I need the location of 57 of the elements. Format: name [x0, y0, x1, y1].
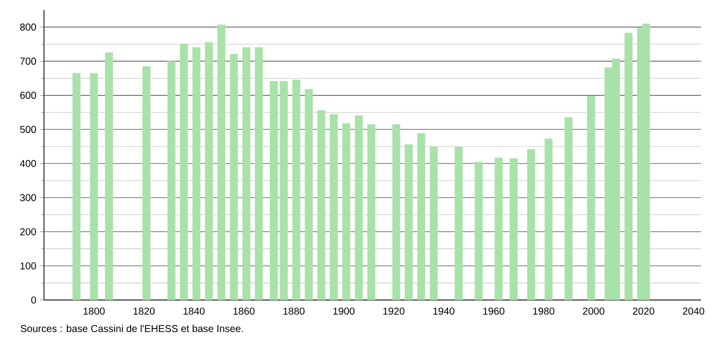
x-tick-label: 1880	[283, 308, 305, 315]
bar	[242, 47, 250, 300]
y-tick-label: 600	[20, 92, 36, 99]
bar	[72, 73, 80, 300]
bar	[404, 144, 413, 300]
bar	[217, 24, 226, 300]
x-tick-label: 1960	[483, 308, 504, 315]
bar	[510, 158, 518, 300]
bar	[204, 42, 213, 300]
x-tick-label: 2000	[582, 308, 604, 315]
y-tick-label: 800	[20, 24, 36, 31]
bar	[454, 146, 463, 300]
bar	[280, 80, 288, 300]
bar	[624, 32, 633, 300]
x-tick-label: 1800	[84, 308, 105, 315]
y-tick-label: 500	[20, 126, 36, 133]
x-tick-label: 1860	[233, 308, 255, 315]
bar	[104, 52, 113, 300]
bar	[354, 115, 363, 300]
bar	[342, 123, 350, 300]
y-tick-label: 200	[20, 228, 36, 236]
x-tick-label: 1920	[383, 308, 404, 315]
bar	[430, 146, 438, 300]
bar	[230, 54, 238, 300]
bar	[544, 138, 553, 300]
bar	[527, 149, 536, 300]
bar	[564, 117, 573, 300]
x-tick-label: 2040	[682, 308, 704, 315]
y-tick-label: 0	[31, 296, 36, 304]
y-tick-label: 300	[20, 194, 36, 202]
bar	[304, 89, 313, 300]
bar	[270, 80, 278, 300]
x-tick-label: 1940	[433, 308, 454, 315]
x-tick-label: 1900	[333, 308, 354, 315]
source-note: Sources : base Cassini de l'EHESS et base Insee.	[20, 324, 243, 332]
x-tick-label: 1820	[134, 308, 155, 315]
x-tick-label: 2020	[632, 308, 654, 315]
bar	[142, 66, 150, 300]
bar	[587, 96, 596, 300]
x-tick-label: 1980	[533, 308, 554, 315]
bar	[392, 124, 400, 300]
bar	[474, 162, 483, 300]
y-tick-label: 400	[20, 160, 36, 168]
bar	[367, 124, 376, 300]
x-tick-label: 1840	[184, 308, 205, 315]
bar	[254, 47, 263, 300]
bar	[417, 133, 426, 300]
bar	[192, 47, 200, 300]
bar	[494, 158, 503, 300]
bar	[317, 110, 326, 300]
bar	[180, 44, 188, 300]
y-tick-label: 100	[20, 262, 36, 270]
bar	[167, 61, 176, 300]
y-tick-label: 700	[20, 58, 36, 65]
bar	[292, 80, 300, 300]
bar	[330, 114, 338, 300]
bar	[90, 73, 98, 300]
